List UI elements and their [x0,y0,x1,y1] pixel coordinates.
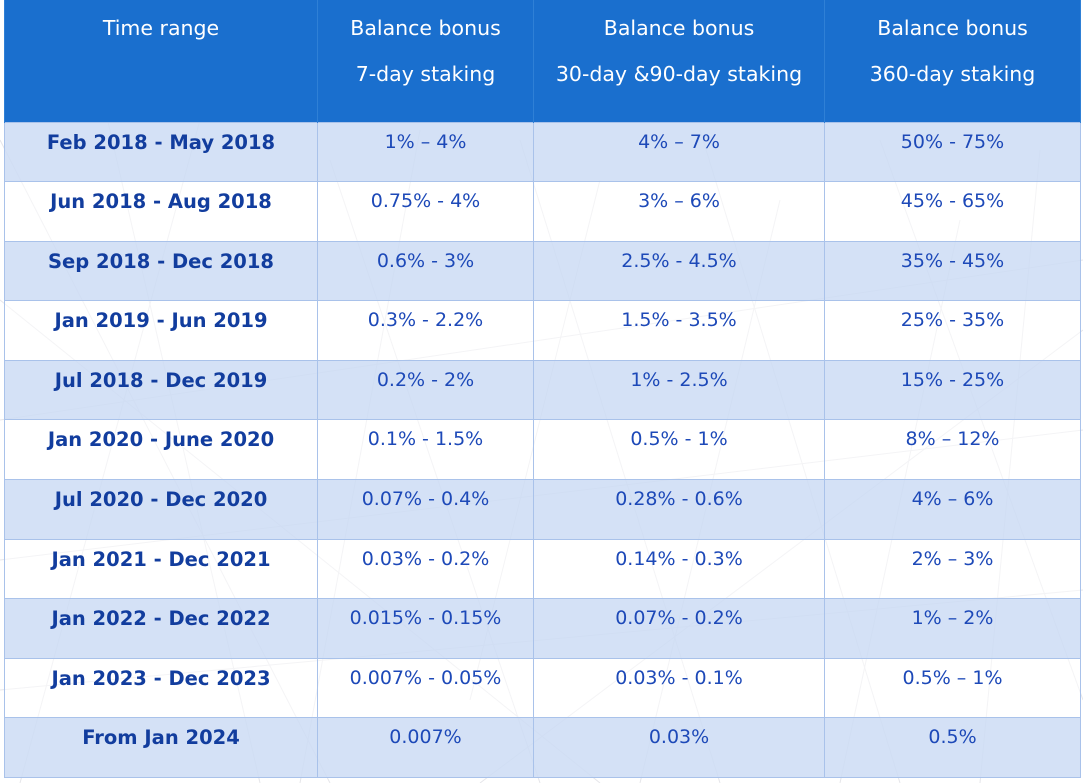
cell-30-90-day: 0.03% - 0.1% [533,657,825,719]
table-row: From Jan 2024 0.007% 0.03% 0.5% [4,717,1081,778]
table-body: Feb 2018 - May 2018 1% – 4% 4% – 7% 50% … [4,121,1081,778]
header-time-range: Time range [4,0,318,55]
cell-360-day: 15% - 25% [824,359,1081,421]
cell-30-90-day: 0.28% - 0.6% [533,478,825,540]
header-7-day-staking: 7-day staking [317,55,534,122]
table-row: Sep 2018 - Dec 2018 0.6% - 3% 2.5% - 4.5… [4,240,1081,302]
cell-time-range: Jan 2022 - Dec 2022 [4,598,318,659]
table-row: Jun 2018 - Aug 2018 0.75% - 4% 3% – 6% 4… [4,181,1081,242]
cell-time-range: From Jan 2024 [4,717,318,778]
cell-360-day: 2% – 3% [824,538,1081,600]
cell-time-range: Jan 2019 - Jun 2019 [4,300,318,361]
header-balance-bonus-30-90d: Balance bonus [533,0,825,55]
cell-time-range: Jan 2023 - Dec 2023 [4,657,318,719]
cell-time-range: Feb 2018 - May 2018 [4,121,318,183]
cell-30-90-day: 1.5% - 3.5% [533,300,825,361]
table-row: Jan 2019 - Jun 2019 0.3% - 2.2% 1.5% - 3… [4,300,1081,361]
cell-360-day: 25% - 35% [824,300,1081,361]
cell-7-day: 0.07% - 0.4% [317,478,534,540]
cell-7-day: 0.007% - 0.05% [317,657,534,719]
cell-time-range: Jan 2021 - Dec 2021 [4,538,318,600]
staking-bonus-table: Time range Balance bonus Balance bonus B… [4,0,1081,778]
table-row: Jul 2020 - Dec 2020 0.07% - 0.4% 0.28% -… [4,478,1081,540]
cell-360-day: 0.5% – 1% [824,657,1081,719]
cell-30-90-day: 1% - 2.5% [533,359,825,421]
cell-time-range: Jul 2018 - Dec 2019 [4,359,318,421]
cell-7-day: 0.03% - 0.2% [317,538,534,600]
cell-7-day: 0.2% - 2% [317,359,534,421]
table-row: Jan 2021 - Dec 2021 0.03% - 0.2% 0.14% -… [4,538,1081,600]
cell-7-day: 0.75% - 4% [317,181,534,242]
header-row: Time range Balance bonus Balance bonus B… [4,0,1081,55]
cell-360-day: 4% – 6% [824,478,1081,540]
cell-7-day: 0.6% - 3% [317,240,534,302]
cell-30-90-day: 0.5% - 1% [533,419,825,480]
cell-360-day: 50% - 75% [824,121,1081,183]
table-row: Jan 2020 - June 2020 0.1% - 1.5% 0.5% - … [4,419,1081,480]
cell-360-day: 8% – 12% [824,419,1081,480]
header-time-range-blank [4,55,318,122]
table-row: Jan 2022 - Dec 2022 0.015% - 0.15% 0.07%… [4,598,1081,659]
cell-30-90-day: 3% – 6% [533,181,825,242]
cell-time-range: Sep 2018 - Dec 2018 [4,240,318,302]
cell-30-90-day: 0.07% - 0.2% [533,598,825,659]
cell-7-day: 0.007% [317,717,534,778]
cell-30-90-day: 2.5% - 4.5% [533,240,825,302]
cell-30-90-day: 0.03% [533,717,825,778]
cell-7-day: 1% – 4% [317,121,534,183]
cell-360-day: 0.5% [824,717,1081,778]
cell-time-range: Jun 2018 - Aug 2018 [4,181,318,242]
header-balance-bonus-360d: Balance bonus [824,0,1081,55]
cell-time-range: Jan 2020 - June 2020 [4,419,318,480]
cell-7-day: 0.015% - 0.15% [317,598,534,659]
table-row: Feb 2018 - May 2018 1% – 4% 4% – 7% 50% … [4,121,1081,183]
table-row: Jul 2018 - Dec 2019 0.2% - 2% 1% - 2.5% … [4,359,1081,421]
cell-7-day: 0.3% - 2.2% [317,300,534,361]
table-row: Jan 2023 - Dec 2023 0.007% - 0.05% 0.03%… [4,657,1081,719]
cell-30-90-day: 0.14% - 0.3% [533,538,825,600]
cell-7-day: 0.1% - 1.5% [317,419,534,480]
cell-360-day: 35% - 45% [824,240,1081,302]
header-360-day-staking: 360-day staking [824,55,1081,122]
cell-30-90-day: 4% – 7% [533,121,825,183]
cell-time-range: Jul 2020 - Dec 2020 [4,478,318,540]
cell-360-day: 45% - 65% [824,181,1081,242]
table-header: Time range Balance bonus Balance bonus B… [4,0,1081,122]
header-row-sub: 7-day staking 30-day &90-day staking 360… [4,55,1081,122]
header-30-90-day-staking: 30-day &90-day staking [533,55,825,122]
cell-360-day: 1% – 2% [824,598,1081,659]
header-balance-bonus-7d: Balance bonus [317,0,534,55]
